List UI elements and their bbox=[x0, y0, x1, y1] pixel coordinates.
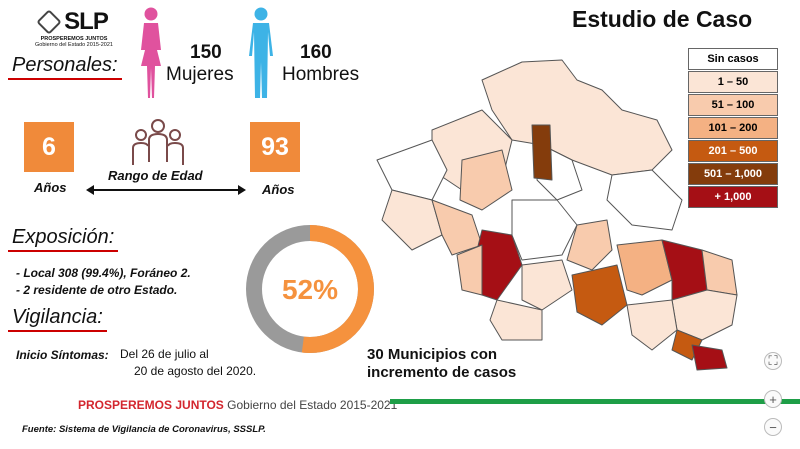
age-min-unit: Años bbox=[34, 180, 67, 195]
map-region bbox=[456, 244, 483, 296]
municipios-line-2: incremento de casos bbox=[367, 364, 517, 381]
map-region bbox=[489, 299, 543, 341]
map-region bbox=[431, 199, 483, 256]
logo-text: SLP bbox=[64, 8, 109, 35]
map-region bbox=[566, 219, 613, 271]
personales-heading: Personales: bbox=[8, 54, 122, 80]
map-region bbox=[459, 149, 513, 211]
municipios-line-1: 30 Municipios con bbox=[367, 346, 498, 363]
legend-item: 201 – 500 bbox=[688, 140, 778, 162]
map-region bbox=[626, 299, 678, 351]
man-icon bbox=[249, 7, 273, 98]
map-region bbox=[511, 199, 578, 261]
footer-brand-1: PROSPEREMOS JUNTOS bbox=[78, 398, 224, 412]
logo-emblem-icon bbox=[36, 9, 62, 35]
exposicion-line-1: - Local 308 (99.4%), Foráneo 2. bbox=[16, 266, 191, 280]
logo-subtitle-1: PROSPEREMOS JUNTOS bbox=[40, 36, 108, 42]
slp-logo: SLP PROSPEREMOS JUNTOS Gobierno del Esta… bbox=[28, 8, 120, 48]
footer-brand: PROSPEREMOS JUNTOS Gobierno del Estado 2… bbox=[78, 398, 397, 412]
fit-screen-button[interactable]: ⛶ bbox=[764, 352, 782, 370]
age-min-tile: 6 bbox=[24, 122, 74, 172]
men-label: Hombres bbox=[282, 64, 360, 85]
vigilancia-heading: Vigilancia: bbox=[8, 306, 107, 332]
percent-donut-chart bbox=[246, 225, 374, 353]
legend-item: 501 – 1,000 bbox=[688, 163, 778, 185]
page-title: Estudio de Caso bbox=[572, 6, 753, 32]
age-range-arrow-icon bbox=[86, 185, 246, 195]
map-region bbox=[606, 169, 683, 231]
vigilancia-value-2: 20 de agosto del 2020. bbox=[134, 364, 257, 378]
women-label: Mujeres bbox=[166, 64, 234, 85]
vigilancia-label: Inicio Síntomas: bbox=[16, 348, 109, 362]
exposicion-heading: Exposición: bbox=[7, 226, 119, 252]
zoom-in-button[interactable]: + bbox=[764, 390, 782, 408]
donut-percent-arc bbox=[246, 225, 374, 353]
map-region bbox=[381, 189, 443, 251]
map-region bbox=[691, 344, 728, 371]
map-region bbox=[481, 59, 673, 176]
legend-item: 101 – 200 bbox=[688, 117, 778, 139]
women-count: 150 bbox=[190, 42, 222, 63]
map-region bbox=[376, 139, 448, 201]
legend-item: Sin casos bbox=[688, 48, 778, 70]
age-max-unit: Años bbox=[262, 182, 295, 197]
legend-item: 1 – 50 bbox=[688, 71, 778, 93]
woman-icon bbox=[141, 7, 161, 98]
map-region bbox=[531, 124, 553, 181]
state-municipality-map bbox=[376, 59, 738, 371]
logo-subtitle-2: Gobierno del Estado 2015-2021 bbox=[35, 42, 113, 48]
map-region bbox=[521, 259, 573, 311]
map-region bbox=[701, 249, 738, 296]
legend-item: 51 – 100 bbox=[688, 94, 778, 116]
map-region bbox=[571, 264, 628, 326]
people-group-icon bbox=[132, 119, 184, 165]
men-count: 160 bbox=[300, 42, 332, 63]
footer-green-bar bbox=[390, 399, 800, 404]
donut-percent-text: 52% bbox=[281, 274, 339, 305]
age-range-label: Rango de Edad bbox=[108, 168, 203, 183]
source-note: Fuente: Sistema de Vigilancia de Coronav… bbox=[22, 424, 266, 435]
legend-item: + 1,000 bbox=[688, 186, 778, 208]
map-region bbox=[616, 239, 673, 296]
vigilancia-value-1: Del 26 de julio al bbox=[120, 347, 209, 361]
age-max-tile: 93 bbox=[250, 122, 300, 172]
exposicion-line-2: - 2 residente de otro Estado. bbox=[16, 283, 178, 297]
footer-brand-2: Gobierno del Estado 2015-2021 bbox=[227, 398, 398, 412]
zoom-out-button[interactable]: − bbox=[764, 418, 782, 436]
